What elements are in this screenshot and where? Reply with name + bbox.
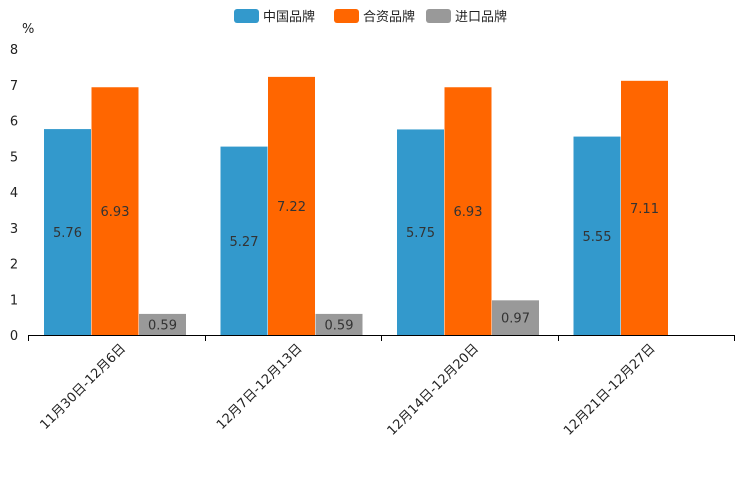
legend: 中国品牌 合资品牌 进口品牌 (234, 9, 507, 25)
legend-label: 进口品牌 (455, 9, 507, 25)
legend-swatch (334, 9, 359, 23)
bar-2-0 (139, 313, 186, 335)
data-label: 5.76 (53, 226, 82, 241)
data-label: 7.11 (630, 202, 659, 217)
y-tick-label: 7 (10, 79, 18, 94)
data-label: 7.22 (277, 200, 306, 215)
y-tick-label: 6 (10, 115, 18, 130)
x-tick-label: 11月30日-12月6日 (37, 341, 129, 433)
y-axis: 0 1 2 3 4 5 6 7 8 (10, 43, 18, 344)
y-tick-label: 8 (10, 43, 18, 58)
data-label: 6.93 (454, 205, 483, 220)
bar-1-3 (621, 80, 668, 335)
y-tick-label: 5 (10, 150, 18, 165)
bars: 5.76 6.93 0.59 5.27 7.22 0.59 5.75 6.93 0.97 5.55… (44, 76, 668, 335)
y-tick-label: 0 (10, 329, 18, 344)
y-tick-label: 2 (10, 258, 18, 273)
data-label: 6.93 (101, 205, 130, 220)
x-tick-label: 12月7日-12月13日 (214, 341, 306, 433)
data-label: 5.75 (406, 226, 435, 241)
data-label: 0.59 (325, 318, 354, 333)
legend-swatch (234, 9, 259, 23)
x-axis: 11月30日-12月6日 12月7日-12月13日 12月14日-12月20日 12月… (28, 335, 735, 439)
bar-0-0 (44, 129, 91, 335)
y-tick-label: 1 (10, 293, 18, 308)
bar-2-2 (492, 300, 539, 335)
y-tick-label: 3 (10, 222, 18, 237)
data-label: 0.97 (501, 312, 530, 327)
bar-1-0 (91, 87, 139, 335)
legend-swatch (426, 9, 451, 23)
data-label: 5.55 (583, 230, 612, 245)
x-tick-label: 12月21日-12月27日 (561, 341, 658, 438)
bar-1-1 (268, 76, 315, 335)
y-tick-label: 4 (10, 186, 18, 201)
bar-1-2 (444, 87, 492, 335)
data-label: 5.27 (230, 235, 259, 250)
bar-0-3 (573, 136, 621, 335)
y-axis-unit-label: % (22, 22, 34, 37)
x-tick-label: 12月14日-12月20日 (385, 341, 482, 438)
bar-2-1 (315, 313, 363, 335)
bar-0-2 (397, 129, 444, 335)
legend-label: 中国品牌 (263, 9, 315, 25)
data-label: 0.59 (148, 318, 177, 333)
legend-label: 合资品牌 (363, 9, 415, 25)
bar-0-1 (220, 146, 268, 335)
